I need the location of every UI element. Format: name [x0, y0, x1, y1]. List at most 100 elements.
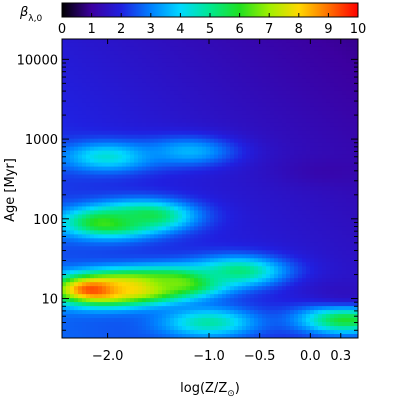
heatmap-cell — [286, 322, 291, 327]
heatmap-cell — [282, 282, 287, 287]
heatmap-cell — [86, 254, 91, 259]
heatmap-cell — [290, 50, 295, 56]
heatmap-cell — [278, 334, 283, 338]
heatmap-cell — [282, 174, 287, 180]
heatmap-cell — [118, 102, 123, 108]
heatmap-cell — [302, 58, 307, 64]
heatmap-cell — [222, 130, 227, 136]
heatmap-cell — [258, 190, 263, 196]
heatmap-cell — [138, 218, 143, 223]
heatmap-cell — [226, 66, 231, 72]
heatmap-cell — [126, 286, 131, 291]
heatmap-cell — [290, 42, 295, 48]
heatmap-cell — [150, 174, 155, 180]
heatmap-cell — [118, 142, 123, 148]
heatmap-cell — [222, 294, 227, 299]
heatmap-cell — [190, 230, 195, 235]
heatmap-cell — [142, 134, 147, 140]
heatmap-cell — [82, 234, 87, 239]
heatmap-cell — [98, 86, 103, 92]
heatmap-cell — [158, 134, 163, 140]
heatmap-cell — [78, 186, 83, 192]
heatmap-cell — [282, 114, 287, 120]
heatmap-cell — [82, 170, 87, 176]
heatmap-cell — [70, 282, 75, 287]
heatmap-cell — [182, 246, 187, 251]
heatmap-cell — [198, 286, 203, 291]
heatmap-cell — [174, 294, 179, 299]
heatmap-cell — [190, 190, 195, 196]
heatmap-cell — [114, 330, 119, 335]
heatmap-cell — [262, 326, 267, 331]
heatmap-cell — [234, 150, 239, 156]
heatmap-cell — [294, 154, 299, 160]
heatmap-cell — [214, 98, 219, 104]
heatmap-cell — [146, 286, 151, 291]
heatmap-cell — [318, 334, 323, 338]
heatmap-cell — [298, 262, 303, 267]
heatmap-cell — [298, 58, 303, 64]
heatmap-cell — [142, 298, 147, 303]
heatmap-cell — [266, 86, 271, 92]
heatmap-cell — [298, 70, 303, 76]
heatmap-cell — [78, 210, 83, 216]
heatmap-cell — [166, 182, 171, 188]
heatmap-cell — [306, 138, 311, 144]
heatmap-cell — [178, 306, 183, 311]
heatmap-cell — [162, 214, 167, 219]
heatmap-cell — [86, 246, 91, 251]
heatmap-cell — [254, 234, 259, 239]
heatmap-cell — [282, 138, 287, 144]
heatmap-cell — [314, 134, 319, 140]
heatmap-cell — [142, 58, 147, 64]
heatmap-cell — [262, 90, 267, 96]
heatmap-cell — [178, 106, 183, 112]
heatmap-cell — [146, 254, 151, 259]
heatmap-cell — [158, 114, 163, 120]
heatmap-cell — [94, 238, 99, 243]
heatmap-cell — [122, 202, 127, 208]
heatmap-cell — [170, 102, 175, 108]
heatmap-cell — [122, 74, 127, 80]
heatmap-cell — [154, 214, 159, 219]
heatmap-cell — [202, 90, 207, 96]
heatmap-cell — [258, 142, 263, 148]
heatmap-cell — [190, 114, 195, 120]
heatmap-cell — [142, 70, 147, 76]
heatmap-cell — [258, 42, 263, 48]
heatmap-cell — [206, 118, 211, 124]
heatmap-cell — [142, 254, 147, 259]
heatmap-cell — [298, 86, 303, 92]
heatmap-cell — [150, 290, 155, 295]
heatmap-cell — [82, 282, 87, 287]
heatmap-cell — [266, 178, 271, 184]
heatmap-cell — [190, 326, 195, 331]
heatmap-cell — [182, 126, 187, 132]
heatmap-cell — [202, 270, 207, 275]
heatmap-cell — [110, 166, 115, 172]
heatmap-cell — [234, 218, 239, 223]
heatmap-cell — [146, 262, 151, 267]
heatmap-cell — [314, 50, 319, 56]
heatmap-cell — [70, 226, 75, 231]
heatmap-cell — [326, 39, 331, 44]
heatmap-cell — [154, 90, 159, 96]
heatmap-cell — [214, 118, 219, 124]
heatmap-cell — [86, 222, 91, 227]
heatmap-cell — [158, 98, 163, 104]
heatmap-cell — [214, 210, 219, 216]
heatmap-cell — [122, 58, 127, 64]
heatmap-cell — [130, 234, 135, 239]
heatmap-cell — [190, 134, 195, 140]
heatmap-cell — [106, 194, 111, 200]
heatmap-cell — [146, 246, 151, 251]
heatmap-cell — [130, 286, 135, 291]
heatmap-cell — [126, 58, 131, 64]
heatmap-cell — [270, 326, 275, 331]
heatmap-cell — [86, 42, 91, 48]
heatmap-cell — [306, 242, 311, 247]
heatmap-cell — [238, 250, 243, 255]
heatmap-cell — [66, 242, 71, 247]
heatmap-cell — [206, 254, 211, 259]
heatmap-cell — [130, 122, 135, 128]
